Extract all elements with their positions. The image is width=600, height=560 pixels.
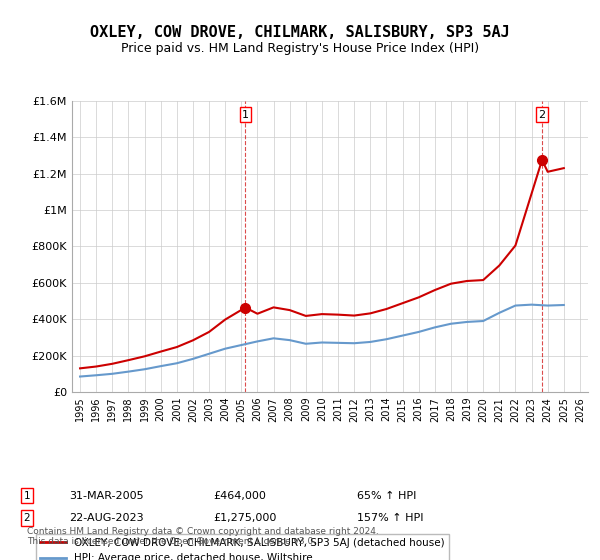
Text: 1: 1	[23, 491, 31, 501]
Text: 2: 2	[23, 513, 31, 523]
Text: 31-MAR-2005: 31-MAR-2005	[69, 491, 143, 501]
Legend: OXLEY, COW DROVE, CHILMARK, SALISBURY, SP3 5AJ (detached house), HPI: Average pr: OXLEY, COW DROVE, CHILMARK, SALISBURY, S…	[36, 534, 449, 560]
Text: 157% ↑ HPI: 157% ↑ HPI	[357, 513, 424, 523]
Text: 2: 2	[538, 110, 545, 119]
Text: £1,275,000: £1,275,000	[213, 513, 277, 523]
Text: 1: 1	[242, 110, 249, 119]
Text: £464,000: £464,000	[213, 491, 266, 501]
Text: OXLEY, COW DROVE, CHILMARK, SALISBURY, SP3 5AJ: OXLEY, COW DROVE, CHILMARK, SALISBURY, S…	[90, 25, 510, 40]
Text: 65% ↑ HPI: 65% ↑ HPI	[357, 491, 416, 501]
Text: Price paid vs. HM Land Registry's House Price Index (HPI): Price paid vs. HM Land Registry's House …	[121, 42, 479, 55]
Text: 22-AUG-2023: 22-AUG-2023	[69, 513, 143, 523]
Text: Contains HM Land Registry data © Crown copyright and database right 2024.
This d: Contains HM Land Registry data © Crown c…	[27, 526, 379, 546]
